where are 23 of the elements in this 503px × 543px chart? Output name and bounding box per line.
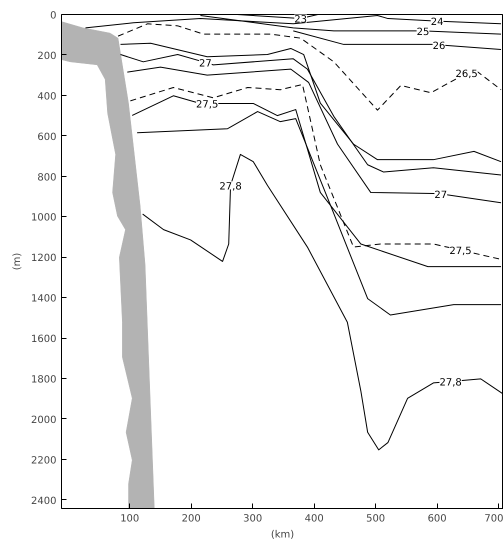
x-axis-title: (km) [270,530,294,540]
y-tick-label: 2200 [31,455,57,466]
x-tick-label: 200 [182,514,201,524]
y-tick-label: 1400 [31,294,57,305]
y-tick-label: 600 [37,132,57,143]
y-tick-label: 1600 [31,334,57,346]
x-tick-label: 700 [484,514,503,524]
y-tick-label: 1200 [31,253,57,264]
y-tick-label: 1000 [31,212,57,224]
annotation: 27,8 [219,181,242,192]
y-tick-label: 200 [37,50,57,62]
y-tick-label: 400 [37,91,57,102]
x-tick-label: 400 [304,514,324,524]
y-tick-label: 800 [37,172,57,184]
x-tick-label: 500 [366,514,386,524]
y-tick-label: 1800 [31,374,57,386]
x-tick-label: 600 [428,514,447,524]
y-tick-label: 2000 [31,414,57,426]
y-axis-title: (m) [12,252,24,270]
x-tick-label: 300 [243,514,262,524]
x-tick-label: 100 [120,514,140,524]
y-tick-label: 2400 [31,496,57,507]
y-tick-label: 0 [50,10,57,22]
